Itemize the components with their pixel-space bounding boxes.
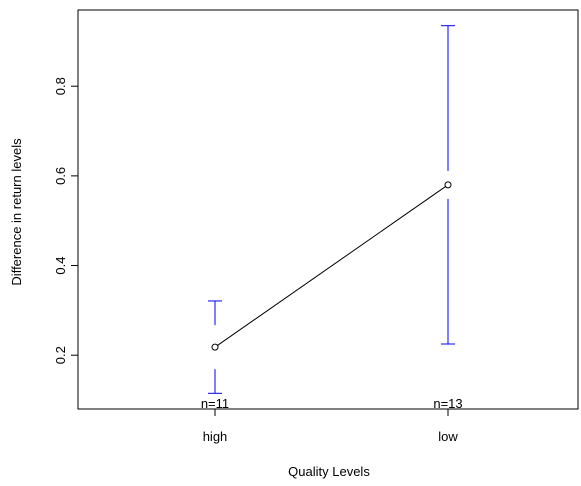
n-label-high: n=11 xyxy=(201,396,229,411)
data-point-high xyxy=(212,344,218,350)
y-tick-label-3: 0.8 xyxy=(53,77,68,95)
y-tick-label-0: 0.2 xyxy=(53,346,68,364)
y-axis-label: Difference in return levels xyxy=(9,138,24,286)
error-bars-layer xyxy=(208,26,455,394)
y-tick-label-2: 0.6 xyxy=(53,167,68,185)
y-tick-label-1: 0.4 xyxy=(53,257,68,275)
data-point-low xyxy=(445,182,451,188)
x-tick-label-high: high xyxy=(203,429,228,444)
series-line-layer xyxy=(217,187,445,346)
x-axis-label: Quality Levels xyxy=(288,464,370,479)
x-tick-label-low: low xyxy=(438,429,458,444)
axes-layer: 0.2 0.4 0.6 0.8 high low xyxy=(53,10,578,444)
plot-frame xyxy=(78,10,578,409)
series-line-segment-0 xyxy=(217,187,445,346)
n-label-low: n=13 xyxy=(433,396,462,411)
